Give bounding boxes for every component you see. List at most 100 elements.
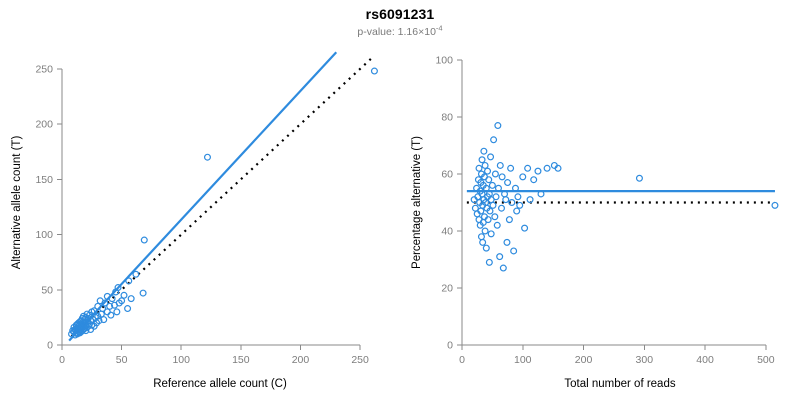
scatter-point <box>508 199 516 207</box>
scatter-point <box>90 307 98 315</box>
scatter-point <box>132 270 140 278</box>
scatter-point <box>534 167 542 175</box>
scatter-point <box>484 167 492 175</box>
scatter-point <box>486 207 494 215</box>
scatter-point <box>139 289 147 297</box>
y-tick-label: 100 <box>35 229 53 241</box>
scatter-point <box>510 247 518 255</box>
scatter-point <box>124 305 132 313</box>
scatter-point <box>496 161 504 169</box>
scatter-point <box>521 224 529 232</box>
scatter-point <box>484 216 492 224</box>
scatter-point <box>481 227 489 235</box>
scatter-point <box>471 204 479 212</box>
scatter-point <box>475 164 483 172</box>
scatter-panel-left: 0 50 100 150 200 250 0 50 100 150 200 250 Reference … <box>11 51 378 390</box>
scatter-point <box>491 213 499 221</box>
y-tick-label: 50 <box>41 284 53 296</box>
scatter-point <box>107 311 115 319</box>
pvalue-subtitle: p-value: 1.16×10-4 <box>0 23 800 38</box>
scatter-point <box>485 258 493 266</box>
scatter-point <box>505 216 513 224</box>
y-tick-label: 40 <box>441 226 453 238</box>
scatter-point <box>125 277 133 285</box>
y-tick-label: 150 <box>35 174 53 186</box>
scatter-point <box>477 233 485 241</box>
scatter-point <box>496 253 504 261</box>
scatter-point <box>526 196 534 204</box>
y-tick-label: 200 <box>35 119 53 131</box>
scatter-point <box>100 316 108 324</box>
scatter-point <box>113 308 121 316</box>
scatter-point <box>482 244 490 252</box>
scatter-point <box>478 156 486 164</box>
scatter-point <box>498 173 506 181</box>
scatter-point <box>524 164 532 172</box>
x-axis-label: Reference allele count (C) <box>153 378 287 390</box>
scatter-point <box>487 153 495 161</box>
scatter-point <box>504 179 512 187</box>
scatter-point <box>370 67 378 75</box>
scatter-point <box>537 190 545 198</box>
x-tick-label: 100 <box>514 354 532 366</box>
scatter-point <box>140 236 148 244</box>
scatter-point <box>95 317 103 325</box>
scatter-point <box>489 201 497 209</box>
scatter-point <box>507 164 515 172</box>
x-tick-label: 200 <box>292 354 310 366</box>
scatter-point <box>479 238 487 246</box>
scatter-point <box>511 184 519 192</box>
left-plot-svg: 0 50 100 150 200 250 0 50 100 150 200 250 Reference … <box>11 51 378 390</box>
x-tick-label: 250 <box>351 354 369 366</box>
page-title: rs6091231 <box>365 6 435 22</box>
x-tick-label: 50 <box>116 354 128 366</box>
scatter-point <box>554 164 562 172</box>
scatter-point <box>101 299 109 307</box>
scatter-point <box>499 264 507 272</box>
x-tick-label: 0 <box>459 354 465 366</box>
scatter-point <box>635 174 643 182</box>
y-tick-label: 80 <box>441 112 453 124</box>
scatter-point <box>94 312 102 320</box>
x-axis-label: Total number of reads <box>564 378 675 390</box>
scatter-points <box>470 122 779 272</box>
y-tick-label: 0 <box>447 340 453 352</box>
y-axis-label: Percentage alternative (T) <box>411 136 423 269</box>
scatter-point <box>519 173 527 181</box>
y-axis-label: Alternative allele count (T) <box>11 136 23 270</box>
scatter-point <box>480 147 488 155</box>
scatter-point <box>543 164 551 172</box>
scatter-points <box>68 67 378 339</box>
x-tick-label: 400 <box>696 354 714 366</box>
scatter-point <box>494 184 502 192</box>
reference-line <box>70 54 376 337</box>
scatter-point <box>530 176 538 184</box>
y-tick-label: 20 <box>441 283 453 295</box>
scatter-point <box>481 161 489 169</box>
scatter-point <box>118 297 126 305</box>
x-tick-label: 100 <box>172 354 190 366</box>
scatter-point <box>487 230 495 238</box>
pvalue-exponent: -4 <box>435 23 443 33</box>
fit-line <box>68 51 338 342</box>
x-tick-label: 200 <box>575 354 593 366</box>
scatter-point <box>127 295 135 303</box>
scatter-panel-right: 0 20 40 60 80 100 0 100 200 300 400 500 Total number… <box>400 0 800 400</box>
scatter-point <box>482 184 490 192</box>
scatter-point <box>503 238 511 246</box>
scatter-point <box>485 176 493 184</box>
pvalue-text: p-value: 1.16×10 <box>357 26 436 38</box>
scatter-point <box>108 295 116 303</box>
y-tick-label: 0 <box>47 340 53 352</box>
scatter-point <box>99 305 107 313</box>
scatter-point <box>502 196 510 204</box>
scatter-point <box>488 181 496 189</box>
y-tick-label: 100 <box>435 55 453 67</box>
x-tick-label: 300 <box>636 354 654 366</box>
scatter-point <box>114 284 122 292</box>
scatter-point <box>771 201 779 209</box>
right-plot-svg: 0 20 40 60 80 100 0 100 200 300 400 500 Total number… <box>411 55 779 390</box>
scatter-point <box>120 291 128 299</box>
x-tick-label: 500 <box>757 354 775 366</box>
